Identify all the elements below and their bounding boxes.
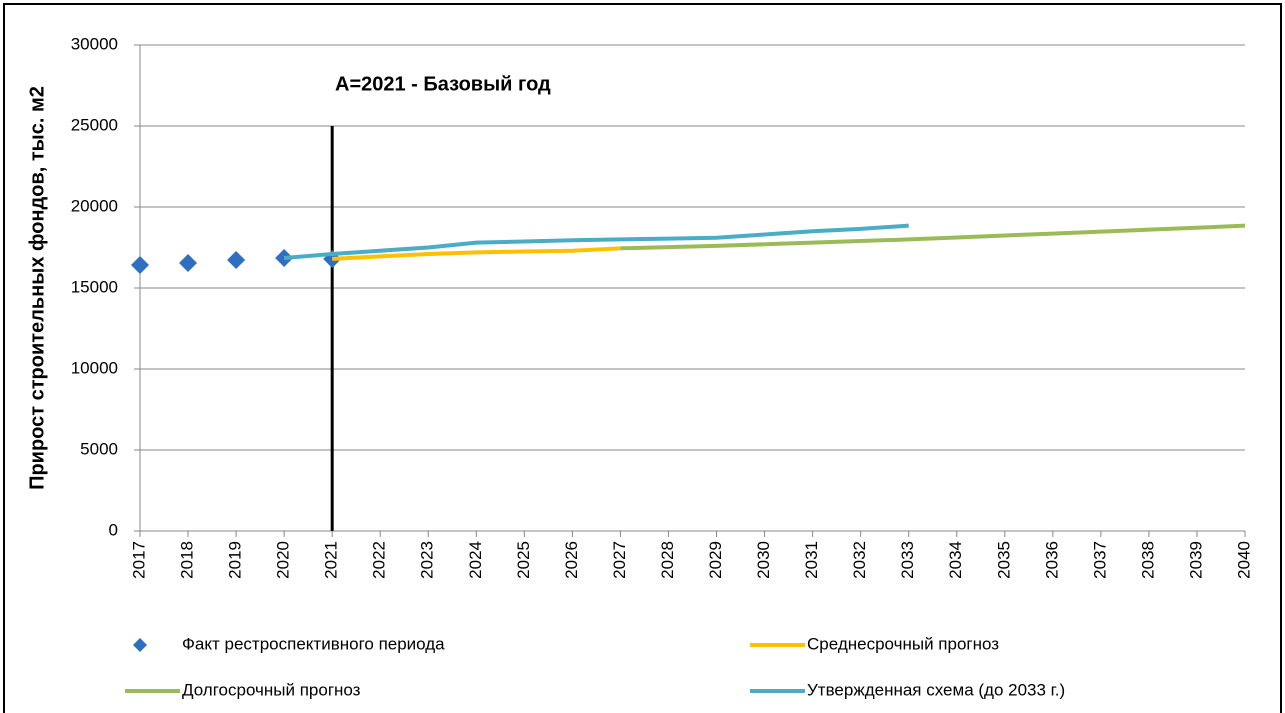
y-tick-label: 15000 [71, 277, 118, 296]
x-tick-label: 2029 [706, 541, 725, 579]
chart-border [3, 3, 1282, 713]
x-tick-label: 2040 [1234, 541, 1253, 579]
x-tick-label: 2019 [226, 541, 245, 579]
x-tick-label: 2038 [1138, 541, 1157, 579]
y-tick-label: 30000 [71, 34, 118, 53]
x-tick-label: 2034 [946, 541, 965, 579]
x-tick-label: 2022 [370, 541, 389, 579]
x-tick-label: 2033 [898, 541, 917, 579]
x-tick-label: 2020 [274, 541, 293, 579]
data-point [131, 255, 149, 274]
data-point [179, 254, 198, 273]
x-tick-label: 2031 [802, 541, 821, 579]
x-tick-label: 2036 [1042, 541, 1061, 579]
legend-label: Среднесрочный прогноз [807, 634, 999, 653]
legend-label: Долгосрочный прогноз [182, 680, 361, 699]
legend-label: Факт рестроспективного периода [182, 634, 445, 653]
data-point [323, 250, 342, 269]
y-tick-label: 10000 [71, 358, 118, 377]
x-tick-label: 2017 [129, 541, 148, 579]
x-tick-label: 2028 [658, 541, 677, 579]
x-tick-label: 2032 [850, 541, 869, 579]
x-tick-label: 2035 [994, 541, 1013, 579]
x-tick-label: 2025 [514, 541, 533, 579]
series-line [283, 223, 909, 261]
y-tick-label: 5000 [80, 439, 118, 458]
legend-label: Утвержденная схема (до 2033 г.) [807, 680, 1065, 699]
x-tick-label: 2030 [754, 541, 773, 579]
legend-marker [133, 638, 147, 652]
y-axis-label: Прирост строительных фондов, тыс. м2 [26, 86, 48, 490]
x-tick-label: 2037 [1090, 541, 1109, 579]
x-tick-label: 2026 [562, 541, 581, 579]
y-tick-label: 0 [109, 520, 118, 539]
series-line [620, 223, 1246, 251]
y-tick-label: 20000 [71, 196, 118, 215]
x-tick-label: 2039 [1186, 541, 1205, 579]
data-point [227, 250, 246, 269]
x-tick-label: 2024 [466, 541, 485, 579]
x-tick-label: 2023 [418, 541, 437, 579]
x-tick-label: 2021 [322, 541, 341, 579]
y-tick-label: 25000 [71, 115, 118, 134]
x-tick-label: 2018 [178, 541, 197, 579]
series-line [332, 246, 621, 261]
annotation: А=2021 - Базовый год [335, 73, 551, 95]
x-tick-label: 2027 [610, 541, 629, 579]
